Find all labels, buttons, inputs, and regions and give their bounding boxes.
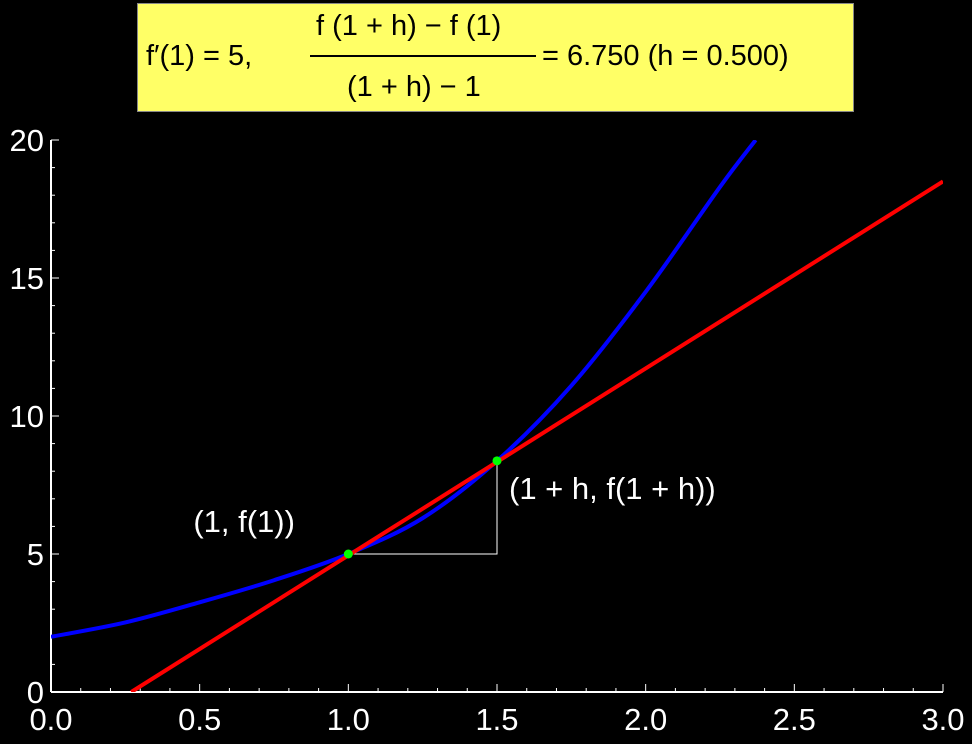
title-denominator: (1 + h) − 1	[347, 71, 481, 103]
point-1h-f1h-label: (1 + h, f(1 + h))	[509, 471, 716, 506]
point-1h-f1h	[492, 456, 502, 466]
x-tick-label: 1.5	[475, 702, 518, 737]
x-tick-label: 3.0	[921, 702, 964, 737]
x-tick-label: 1.0	[327, 702, 370, 737]
title-rhs: = 6.750 (h = 0.500)	[542, 40, 789, 72]
chart-title: f′(1) = 5, f (1 + h) − f (1) (1 + h) − 1…	[137, 3, 854, 112]
point-1-f1	[343, 549, 353, 559]
y-tick-label: 10	[10, 399, 44, 434]
x-tick-label: 0.5	[178, 702, 221, 737]
curve-f	[51, 140, 758, 639]
x-tick-label: 2.5	[773, 702, 816, 737]
y-tick-label: 15	[10, 261, 44, 296]
y-tick-label: 0	[27, 675, 44, 710]
point-1-f1-label: (1, f(1))	[193, 504, 295, 539]
difference-guide-lines	[348, 460, 498, 555]
tangent-line	[130, 179, 943, 692]
y-tick-label: 20	[10, 123, 44, 158]
y-tick-label: 5	[27, 537, 44, 572]
x-tick-label: 0.0	[29, 702, 72, 737]
title-lhs: f′(1) = 5,	[146, 40, 253, 72]
x-tick-label: 2.0	[624, 702, 667, 737]
fraction-bar	[310, 55, 536, 57]
title-numerator: f (1 + h) − f (1)	[316, 10, 502, 42]
